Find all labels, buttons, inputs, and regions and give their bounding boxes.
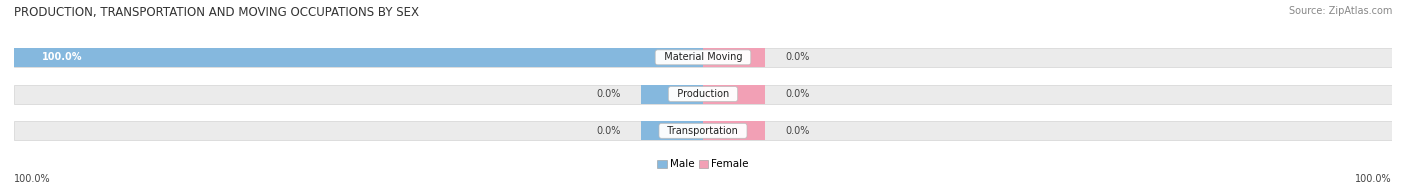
Bar [703, 48, 765, 67]
Bar [14, 84, 1392, 104]
Text: 100.0%: 100.0% [42, 52, 82, 62]
Text: 0.0%: 0.0% [596, 126, 620, 136]
Text: 100.0%: 100.0% [1355, 174, 1392, 184]
Text: Production: Production [671, 89, 735, 99]
Text: 0.0%: 0.0% [786, 52, 810, 62]
Bar [14, 121, 1392, 140]
Text: 100.0%: 100.0% [14, 174, 51, 184]
Text: 0.0%: 0.0% [786, 126, 810, 136]
Text: Source: ZipAtlas.com: Source: ZipAtlas.com [1288, 6, 1392, 16]
Bar [14, 48, 703, 67]
Text: 0.0%: 0.0% [786, 89, 810, 99]
Text: PRODUCTION, TRANSPORTATION AND MOVING OCCUPATIONS BY SEX: PRODUCTION, TRANSPORTATION AND MOVING OC… [14, 6, 419, 19]
Text: 0.0%: 0.0% [596, 89, 620, 99]
Bar [14, 48, 1392, 67]
Bar [703, 84, 765, 104]
Text: Material Moving: Material Moving [658, 52, 748, 62]
Legend: Male, Female: Male, Female [654, 155, 752, 173]
Bar [703, 121, 765, 140]
Text: Transportation: Transportation [661, 126, 745, 136]
Bar [641, 121, 703, 140]
Bar [641, 84, 703, 104]
